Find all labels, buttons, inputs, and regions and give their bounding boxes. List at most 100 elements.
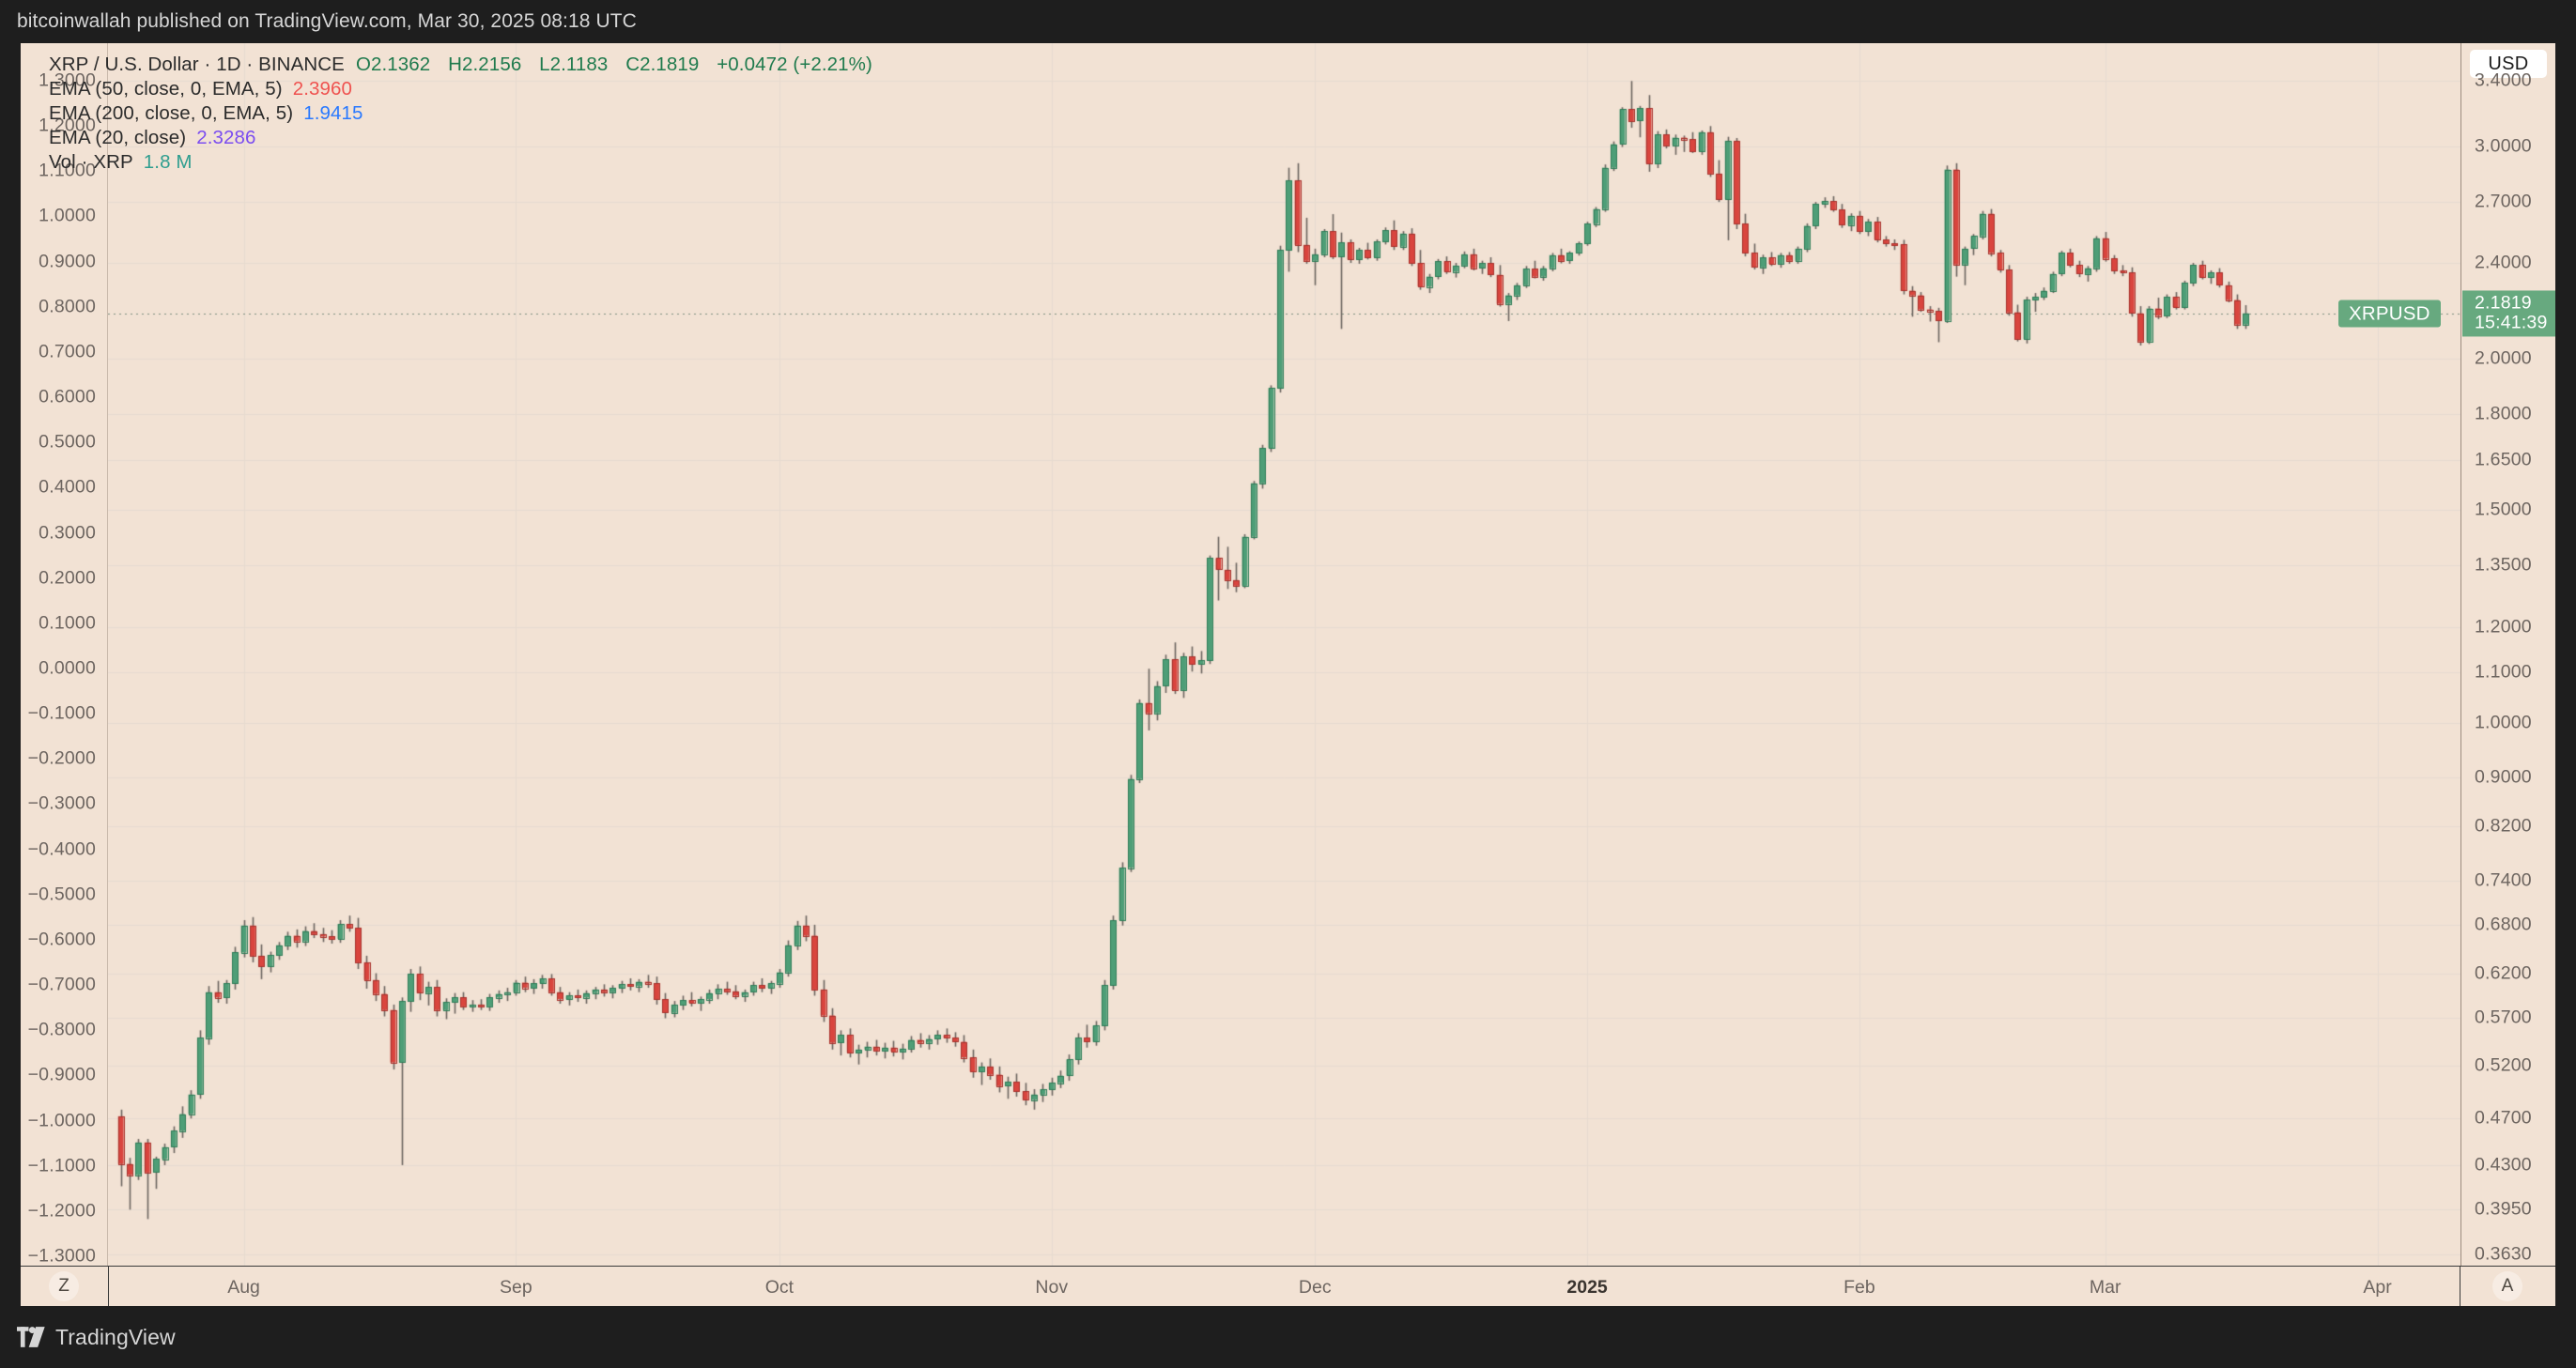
candlestick-canvas[interactable] bbox=[108, 43, 2460, 1266]
price-tick-left: −0.4000 bbox=[27, 838, 96, 860]
price-tick-right: 2.7000 bbox=[2475, 191, 2532, 212]
chart-legend: XRP / U.S. Dollar · 1D · BINANCE O2.1362… bbox=[49, 54, 872, 176]
time-scale[interactable]: Z A Aug Sep Oct Nov Dec 2025 Feb Mar Apr bbox=[21, 1266, 2555, 1307]
price-tick-left: −0.6000 bbox=[27, 929, 96, 950]
price-tick-right: 0.9000 bbox=[2475, 766, 2532, 788]
legend-open: O2.1362 bbox=[355, 54, 431, 75]
legend-row-ema50[interactable]: EMA (50, close, 0, EMA, 5) 2.3960 bbox=[49, 78, 872, 102]
price-tick-right: 0.4700 bbox=[2475, 1107, 2532, 1129]
auto-scale-button[interactable]: A bbox=[2492, 1271, 2522, 1301]
legend-symbol-title: XRP / U.S. Dollar · 1D · BINANCE bbox=[49, 54, 345, 75]
legend-ema200-name: EMA (200, close, 0, EMA, 5) bbox=[49, 102, 294, 124]
last-price-countdown: 15:41:39 bbox=[2475, 312, 2548, 333]
price-tick-right: 2.0000 bbox=[2475, 347, 2532, 369]
time-tick: Dec bbox=[1298, 1277, 1332, 1298]
price-tick-right: 0.5700 bbox=[2475, 1007, 2532, 1027]
legend-row-ema200[interactable]: EMA (200, close, 0, EMA, 5) 1.9415 bbox=[49, 102, 872, 127]
legend-row-symbol[interactable]: XRP / U.S. Dollar · 1D · BINANCE O2.1362… bbox=[49, 54, 872, 78]
attribution-text: bitcoinwallah published on TradingView.c… bbox=[17, 10, 637, 32]
legend-ema50-name: EMA (50, close, 0, EMA, 5) bbox=[49, 78, 283, 100]
time-scale-divider-left bbox=[108, 1267, 109, 1307]
chart-plot-area[interactable]: XRPUSD bbox=[108, 43, 2460, 1266]
time-tick: Oct bbox=[764, 1277, 794, 1298]
price-tick-right: 3.0000 bbox=[2475, 135, 2532, 157]
price-scale-left[interactable]: 1.3000 1.2000 1.1000 1.0000 0.9000 0.8000 0.70… bbox=[21, 43, 108, 1267]
legend-ema20-value: 2.3286 bbox=[196, 127, 256, 148]
price-tick-right: 2.4000 bbox=[2475, 252, 2532, 273]
time-tick: Aug bbox=[227, 1277, 260, 1298]
price-tick-left: −0.3000 bbox=[27, 792, 96, 814]
price-tick-left: −0.1000 bbox=[27, 702, 96, 724]
price-tick-right: 0.4300 bbox=[2475, 1154, 2532, 1176]
legend-row-ema20[interactable]: EMA (20, close) 2.3286 bbox=[49, 127, 872, 151]
legend-ema200-value: 1.9415 bbox=[303, 102, 363, 124]
price-tick-left: 0.5000 bbox=[39, 431, 96, 453]
legend-change: +0.0472 (+2.21%) bbox=[717, 54, 872, 75]
price-tick-right: 1.1000 bbox=[2475, 661, 2532, 683]
attribution-bar: bitcoinwallah published on TradingView.c… bbox=[0, 0, 2576, 43]
legend-volume-value: 1.8 M bbox=[143, 151, 193, 173]
price-tick-right: 1.5000 bbox=[2475, 499, 2532, 520]
legend-high: H2.2156 bbox=[448, 54, 522, 75]
price-tick-right: 0.5200 bbox=[2475, 1054, 2532, 1076]
price-tick-left: 0.2000 bbox=[39, 567, 96, 589]
price-tick-left: −1.0000 bbox=[27, 1110, 96, 1131]
price-tick-right: 1.0000 bbox=[2475, 712, 2532, 732]
price-tick-right: 1.8000 bbox=[2475, 403, 2532, 424]
price-tick-right: 1.2000 bbox=[2475, 616, 2532, 638]
price-tick-right: 0.8200 bbox=[2475, 815, 2532, 837]
price-tick-right: 1.3500 bbox=[2475, 554, 2532, 576]
time-tick: Apr bbox=[2363, 1277, 2392, 1298]
price-tick-left: 0.1000 bbox=[39, 612, 96, 634]
price-tick-left: 0.6000 bbox=[39, 386, 96, 407]
last-price-value: 2.1819 bbox=[2475, 292, 2532, 314]
price-scale-right[interactable]: USD 2.1819 15:41:39 3.4000 3.0000 2.7000 2.… bbox=[2460, 43, 2555, 1266]
price-tick-left: 0.9000 bbox=[39, 251, 96, 272]
time-tick: Mar bbox=[2089, 1277, 2121, 1298]
chart-frame: 1.3000 1.2000 1.1000 1.0000 0.9000 0.8000 0.70… bbox=[21, 43, 2555, 1307]
tradingview-logo-icon bbox=[17, 1327, 45, 1347]
symbol-price-tag: XRPUSD bbox=[2338, 300, 2441, 328]
price-tick-left: −1.2000 bbox=[27, 1200, 96, 1222]
currency-badge[interactable]: USD bbox=[2470, 50, 2547, 78]
price-tick-left: −0.2000 bbox=[27, 747, 96, 769]
price-tick-left: 1.2000 bbox=[39, 115, 96, 136]
legend-ema20-name: EMA (20, close) bbox=[49, 127, 187, 148]
price-tick-left: −0.7000 bbox=[27, 974, 96, 995]
price-tick-right: 1.6500 bbox=[2475, 449, 2532, 470]
price-tick-left: 1.0000 bbox=[39, 205, 96, 226]
price-tick-right: 0.6800 bbox=[2475, 914, 2532, 935]
legend-low: L2.1183 bbox=[539, 54, 609, 75]
last-price-tag: 2.1819 15:41:39 bbox=[2462, 290, 2555, 337]
price-tick-left: −0.9000 bbox=[27, 1064, 96, 1085]
time-tick: Feb bbox=[1843, 1277, 1875, 1298]
price-tick-left: 0.4000 bbox=[39, 476, 96, 498]
price-tick-left: 1.1000 bbox=[39, 160, 96, 181]
price-tick-left: 0.8000 bbox=[39, 296, 96, 317]
legend-row-volume[interactable]: Vol · XRP 1.8 M bbox=[49, 151, 872, 176]
reset-zoom-button[interactable]: Z bbox=[49, 1271, 79, 1301]
price-tick-right: 0.3950 bbox=[2475, 1198, 2532, 1220]
price-tick-right: 0.7400 bbox=[2475, 869, 2532, 891]
legend-ohlc: O2.1362 H2.2156 L2.1183 C2.1819 +0.0472 … bbox=[356, 54, 872, 76]
price-tick-right: 0.3630 bbox=[2475, 1243, 2532, 1265]
price-tick-left: 0.0000 bbox=[39, 657, 96, 679]
price-tick-left: 0.7000 bbox=[39, 341, 96, 362]
price-tick-left: −1.1000 bbox=[27, 1155, 96, 1176]
legend-ema50-value: 2.3960 bbox=[292, 78, 353, 100]
time-tick: 2025 bbox=[1566, 1277, 1608, 1298]
branding-bar: TradingView bbox=[0, 1306, 2576, 1368]
price-tick-left: −0.5000 bbox=[27, 884, 96, 905]
price-tick-right: 0.6200 bbox=[2475, 962, 2532, 984]
tradingview-logo[interactable]: TradingView bbox=[17, 1325, 176, 1350]
legend-volume-name: Vol · XRP bbox=[49, 151, 133, 173]
price-tick-left: −1.3000 bbox=[27, 1245, 96, 1267]
tradingview-logo-text: TradingView bbox=[55, 1324, 176, 1349]
price-tick-right: 3.4000 bbox=[2475, 69, 2532, 91]
price-tick-left: −0.8000 bbox=[27, 1019, 96, 1040]
price-tick-left: 0.3000 bbox=[39, 522, 96, 544]
time-tick: Nov bbox=[1035, 1277, 1069, 1298]
time-tick: Sep bbox=[500, 1277, 532, 1298]
legend-close: C2.1819 bbox=[625, 54, 700, 75]
